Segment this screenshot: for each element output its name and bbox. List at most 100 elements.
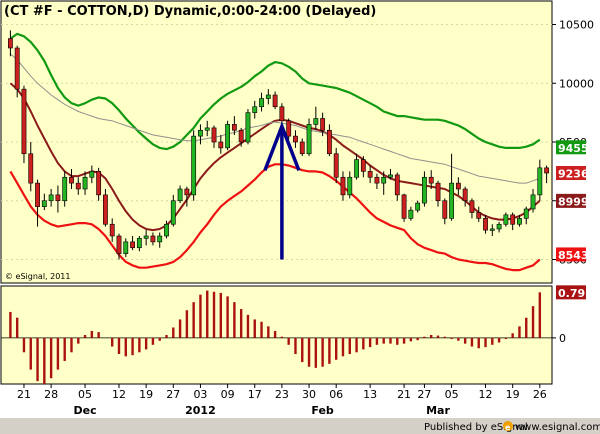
candle-body: [489, 228, 495, 231]
candle: [462, 186, 468, 207]
candle-body: [48, 194, 54, 202]
arrow-head: [263, 121, 301, 172]
osc-flag-box: [556, 285, 586, 300]
date-axis: 21 28 05 12 19 27 03 09 17 23 30 06 13 21 27 05 12 19 26 De…: [17, 384, 547, 417]
candle-body: [327, 129, 332, 155]
candle-body: [381, 176, 387, 184]
oscillator-axis: 00.79: [552, 285, 586, 345]
candle: [136, 236, 142, 252]
candle-body: [89, 171, 95, 178]
candle-body: [109, 223, 115, 237]
price-flag-upper-band: 9455: [556, 140, 589, 155]
candle-body: [354, 159, 359, 178]
candle-body: [510, 214, 516, 225]
candle-body: [272, 94, 278, 108]
candle-body: [157, 235, 163, 243]
candle: [21, 85, 27, 164]
candle-body: [503, 214, 509, 225]
price-flag-box: [556, 193, 586, 208]
date-tick-label: 06: [329, 388, 343, 401]
candle-body: [150, 235, 156, 243]
price-plot: [1, 24, 552, 272]
candle-body: [462, 188, 468, 202]
candle-body: [245, 112, 251, 143]
price-tick-label: 10000: [559, 77, 594, 90]
candle-body: [238, 129, 244, 143]
candle: [245, 109, 251, 145]
candle-body: [225, 124, 230, 149]
candle-body: [82, 176, 88, 190]
date-tick-label: 12: [479, 388, 493, 401]
candle: [204, 120, 210, 137]
candle: [483, 214, 488, 234]
candle-body: [7, 38, 13, 49]
candle-body: [177, 188, 183, 202]
candle: [143, 230, 149, 246]
candle-body: [204, 127, 210, 131]
candle: [340, 171, 346, 201]
price-tick-label: 10500: [559, 19, 594, 32]
candle-body: [211, 127, 217, 143]
candle-body: [21, 88, 27, 155]
candle: [89, 165, 95, 184]
candle: [320, 112, 326, 137]
date-tick-label: 30: [302, 388, 316, 401]
candle-body: [136, 238, 142, 249]
date-tick-label: 27: [166, 388, 180, 401]
candle: [408, 206, 414, 221]
candle-body: [55, 194, 61, 202]
candle-body: [170, 200, 176, 225]
footer-url[interactable]: www.esignal.com: [515, 422, 600, 433]
candle: [299, 138, 305, 157]
candle: [354, 153, 359, 180]
date-tick-label: 26: [533, 388, 547, 401]
candle-body: [265, 94, 271, 99]
candle: [442, 198, 448, 225]
candle: [191, 130, 197, 201]
oscillator-panel[interactable]: [0, 285, 553, 385]
candle: [544, 165, 550, 184]
candle: [55, 185, 61, 213]
price-flag-box: [556, 140, 586, 155]
date-tick-label: 05: [78, 388, 92, 401]
candle-body: [231, 124, 237, 131]
candle: [170, 194, 176, 227]
candle: [381, 171, 387, 195]
candle: [225, 120, 230, 151]
date-major-label: 2012: [185, 404, 216, 417]
candle: [123, 238, 129, 258]
candle-body: [62, 176, 68, 202]
candle: [530, 189, 536, 213]
date-tick-label: 28: [44, 388, 58, 401]
candle: [69, 169, 74, 189]
osc-tick-label: 0: [559, 332, 566, 345]
candle: [394, 172, 400, 201]
candle-body: [306, 124, 312, 155]
price-flag-last: 9236: [556, 166, 589, 181]
date-tick-label: 19: [139, 388, 153, 401]
candle-body: [259, 98, 264, 108]
footer-published-by: Published by eSignal: [424, 422, 528, 433]
candle: [164, 220, 169, 239]
candle-body: [293, 135, 298, 143]
osc-value-flag: 0.79: [556, 285, 586, 300]
candle-body: [164, 223, 169, 237]
svg-text:e: e: [505, 423, 511, 432]
date-tick-label: 19: [506, 388, 520, 401]
candle: [489, 224, 495, 236]
candle: [103, 189, 108, 227]
candle-body: [367, 171, 373, 178]
candle-body: [394, 174, 400, 196]
candle: [116, 233, 122, 260]
candle: [435, 180, 441, 207]
candle-body: [14, 47, 20, 90]
candle: [96, 167, 102, 201]
candle-body: [320, 118, 326, 131]
candle: [469, 198, 475, 219]
candle: [150, 232, 156, 246]
candle: [374, 173, 380, 189]
candle: [293, 130, 298, 148]
candle: [130, 236, 135, 251]
date-major-label: Dec: [73, 404, 96, 417]
candle-body: [374, 176, 380, 184]
